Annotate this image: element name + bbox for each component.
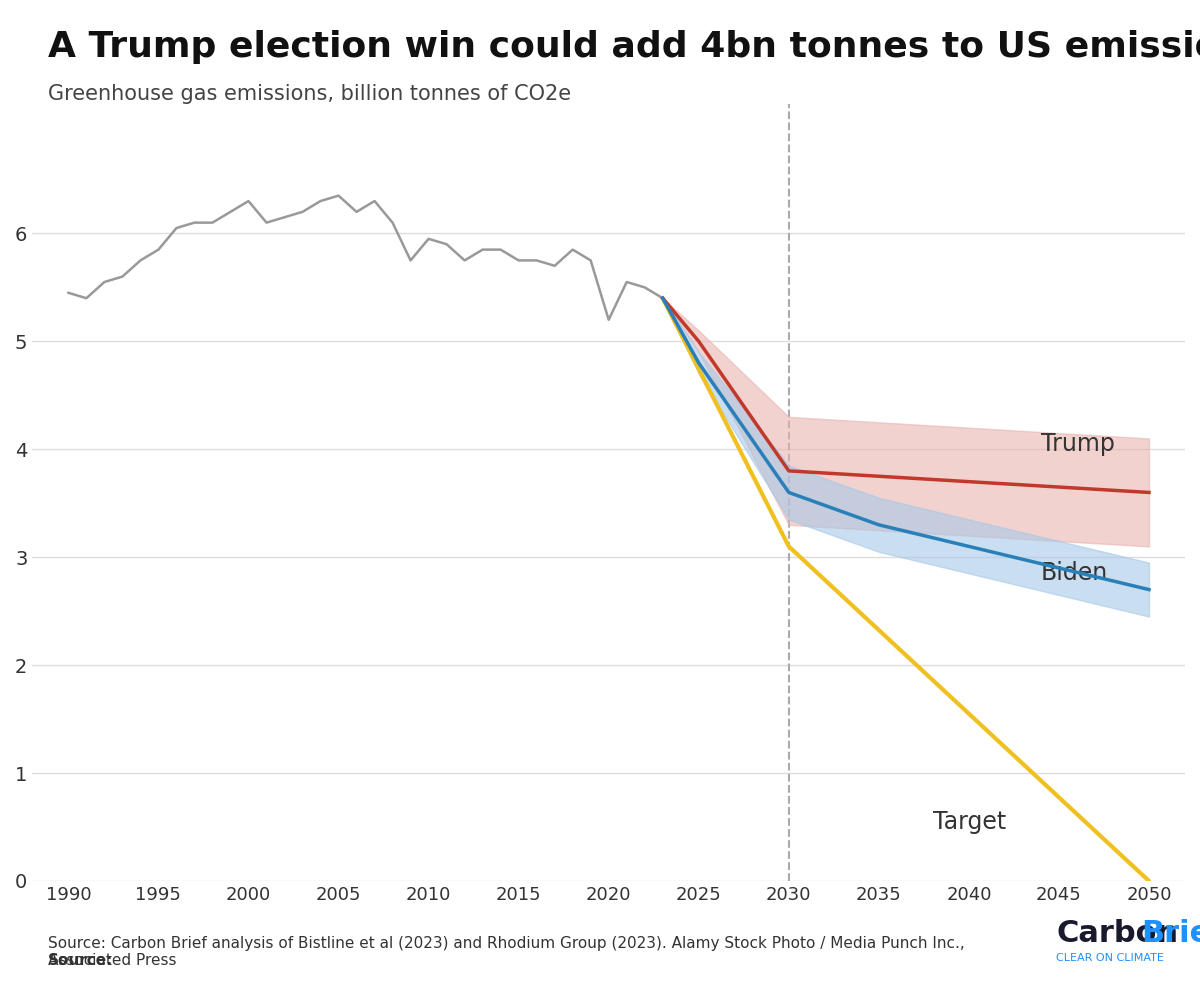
Text: Brief: Brief <box>1141 920 1200 948</box>
Text: Trump: Trump <box>1040 432 1115 455</box>
Text: Biden: Biden <box>1040 561 1108 586</box>
Text: Source:: Source: <box>48 953 113 968</box>
Text: CLEAR ON CLIMATE: CLEAR ON CLIMATE <box>1056 953 1164 963</box>
Text: A Trump election win could add 4bn tonnes to US emissions by 2030: A Trump election win could add 4bn tonne… <box>48 30 1200 63</box>
Text: Greenhouse gas emissions, billion tonnes of CO2e: Greenhouse gas emissions, billion tonnes… <box>48 84 571 104</box>
Text: Source: Carbon Brief analysis of Bistline et al (2023) and Rhodium Group (2023).: Source: Carbon Brief analysis of Bistlin… <box>48 936 965 968</box>
Text: Carbon: Carbon <box>1056 920 1178 948</box>
Text: Target: Target <box>932 809 1006 834</box>
